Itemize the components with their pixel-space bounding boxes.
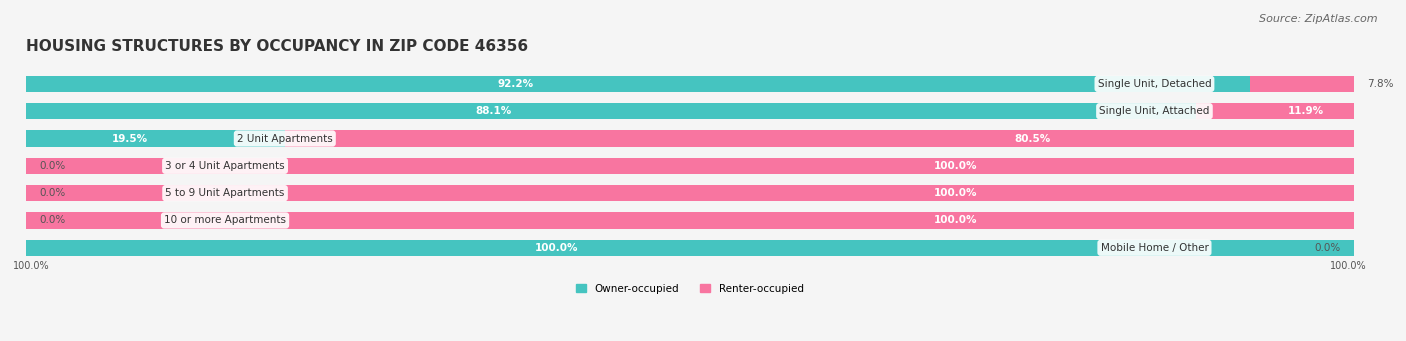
Bar (25, 212, 1354, 229)
Legend: Owner-occupied, Renter-occupied: Owner-occupied, Renter-occupied (572, 280, 808, 298)
Text: 11.9%: 11.9% (1288, 106, 1324, 116)
Text: Single Unit, Attached: Single Unit, Attached (1099, 106, 1209, 116)
Bar (25, 76, 1354, 92)
Text: 0.0%: 0.0% (39, 161, 66, 171)
Text: 10 or more Apartments: 10 or more Apartments (165, 216, 285, 225)
Bar (25, 185, 1354, 201)
Text: 0.0%: 0.0% (39, 188, 66, 198)
Bar (25, 158, 1354, 174)
Text: HOUSING STRUCTURES BY OCCUPANCY IN ZIP CODE 46356: HOUSING STRUCTURES BY OCCUPANCY IN ZIP C… (25, 39, 529, 54)
Text: 0.0%: 0.0% (1315, 243, 1340, 253)
Bar (25, 130, 285, 147)
Bar (1250, 76, 1354, 92)
Bar (25, 76, 1250, 92)
Text: 100.0%: 100.0% (1330, 261, 1367, 270)
Text: 100.0%: 100.0% (934, 188, 977, 198)
Bar (25, 158, 1354, 174)
Text: 7.8%: 7.8% (1367, 79, 1393, 89)
Text: 0.0%: 0.0% (39, 216, 66, 225)
Text: 5 to 9 Unit Apartments: 5 to 9 Unit Apartments (166, 188, 285, 198)
Text: 100.0%: 100.0% (536, 243, 579, 253)
Text: 100.0%: 100.0% (934, 216, 977, 225)
Bar (1195, 103, 1354, 119)
Text: Mobile Home / Other: Mobile Home / Other (1101, 243, 1208, 253)
Text: Single Unit, Detached: Single Unit, Detached (1098, 79, 1211, 89)
Text: 80.5%: 80.5% (1015, 134, 1052, 144)
Bar (285, 130, 1354, 147)
Bar (25, 103, 1195, 119)
Bar (25, 240, 1354, 256)
Text: 19.5%: 19.5% (111, 134, 148, 144)
Text: 3 or 4 Unit Apartments: 3 or 4 Unit Apartments (166, 161, 285, 171)
Bar (25, 212, 1354, 229)
Text: Source: ZipAtlas.com: Source: ZipAtlas.com (1260, 14, 1378, 24)
Bar (25, 240, 1354, 256)
Bar (25, 185, 1354, 201)
Text: 100.0%: 100.0% (934, 161, 977, 171)
Bar (25, 103, 1354, 119)
Text: 92.2%: 92.2% (498, 79, 534, 89)
Text: 88.1%: 88.1% (475, 106, 512, 116)
Text: 100.0%: 100.0% (13, 261, 49, 270)
Bar (25, 130, 1354, 147)
Text: 2 Unit Apartments: 2 Unit Apartments (238, 134, 333, 144)
